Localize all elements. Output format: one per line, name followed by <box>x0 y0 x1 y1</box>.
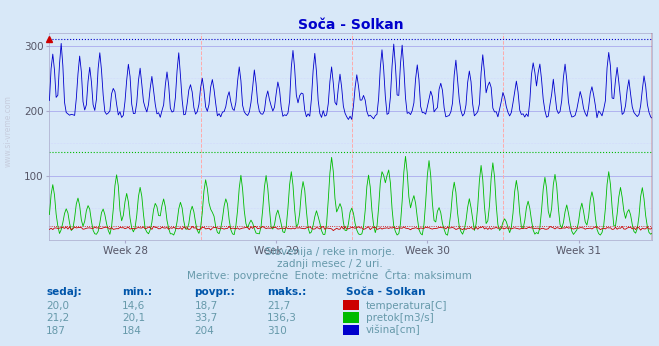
Text: 21,2: 21,2 <box>46 313 69 323</box>
Text: 14,6: 14,6 <box>122 301 145 311</box>
Text: 310: 310 <box>267 326 287 336</box>
Text: Slovenija / reke in morje.: Slovenija / reke in morje. <box>264 247 395 257</box>
Text: 21,7: 21,7 <box>267 301 290 311</box>
Text: 184: 184 <box>122 326 142 336</box>
Text: 18,7: 18,7 <box>194 301 217 311</box>
Text: sedaj:: sedaj: <box>46 287 82 297</box>
Title: Soča - Solkan: Soča - Solkan <box>298 18 404 32</box>
Text: 136,3: 136,3 <box>267 313 297 323</box>
Text: temperatura[C]: temperatura[C] <box>366 301 447 311</box>
Text: povpr.:: povpr.: <box>194 287 235 297</box>
Text: 187: 187 <box>46 326 66 336</box>
Text: 20,0: 20,0 <box>46 301 69 311</box>
Text: Meritve: povprečne  Enote: metrične  Črta: maksimum: Meritve: povprečne Enote: metrične Črta:… <box>187 269 472 281</box>
Text: pretok[m3/s]: pretok[m3/s] <box>366 313 434 323</box>
Text: maks.:: maks.: <box>267 287 306 297</box>
Text: 20,1: 20,1 <box>122 313 145 323</box>
Text: min.:: min.: <box>122 287 152 297</box>
Text: zadnji mesec / 2 uri.: zadnji mesec / 2 uri. <box>277 259 382 269</box>
Text: 33,7: 33,7 <box>194 313 217 323</box>
Text: 204: 204 <box>194 326 214 336</box>
Text: Soča - Solkan: Soča - Solkan <box>346 287 426 297</box>
Text: višina[cm]: višina[cm] <box>366 325 420 336</box>
Text: www.si-vreme.com: www.si-vreme.com <box>3 95 13 167</box>
